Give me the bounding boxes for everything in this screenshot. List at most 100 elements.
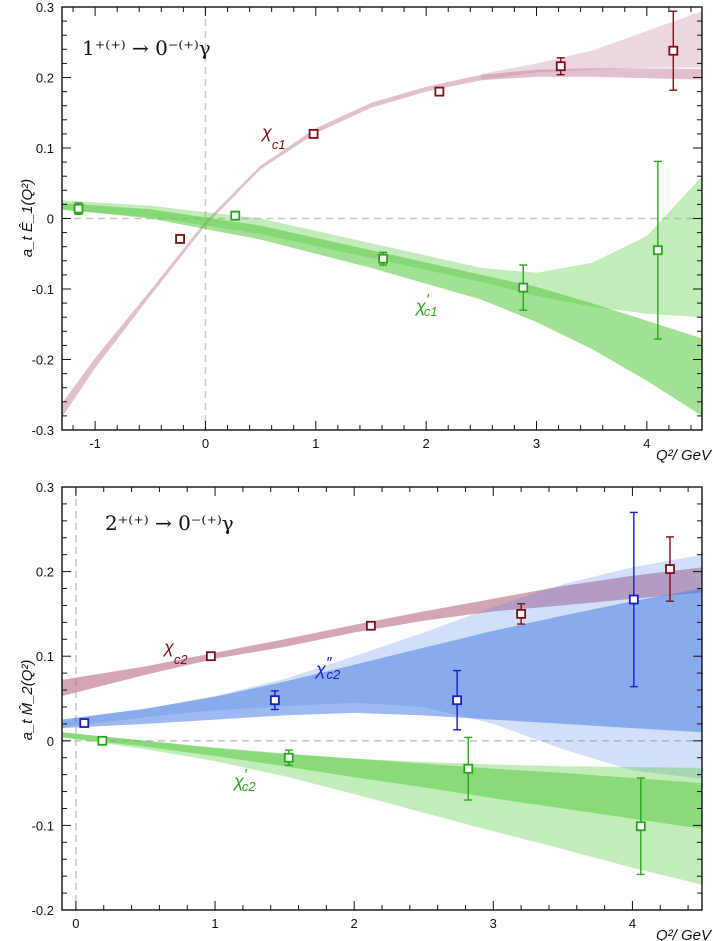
data-point <box>665 536 675 602</box>
band-2-2 <box>62 203 702 416</box>
data-point <box>463 736 474 801</box>
series-label-sub: c1 <box>272 137 286 152</box>
data-point <box>205 651 216 662</box>
data-point <box>283 749 294 767</box>
point-marker <box>452 695 463 706</box>
band-1-1 <box>62 567 702 696</box>
y-tick-label: -0.2 <box>32 903 54 918</box>
point-marker <box>668 45 679 56</box>
point-marker <box>308 128 319 139</box>
point-marker <box>652 245 663 256</box>
series-label: χ′ c2 <box>232 767 256 794</box>
band-3-2 <box>62 732 702 829</box>
y-tick-label: -0.3 <box>32 423 54 438</box>
y-tick-label: 0.3 <box>36 0 54 15</box>
data-point <box>378 251 389 266</box>
x-tick-label: 2 <box>423 436 430 451</box>
y-tick-label: 0.3 <box>36 480 54 495</box>
point-marker <box>73 203 84 214</box>
series-1-points <box>205 536 675 662</box>
series-label-sub: c2 <box>327 667 342 682</box>
point-marker <box>555 61 566 72</box>
x-tick-label: 1 <box>312 436 319 451</box>
y-axis-title: a_t M̂_2(Q²) <box>19 660 36 741</box>
y-tick-label: 0.2 <box>36 71 54 86</box>
y-axis-title: a_t Ê_1(Q²) <box>19 179 36 257</box>
panel-1: -1 0 1 2 3 4 -0.3 -0.2 -0.1 0 0.1 0.2 0.3 Q²/ GeV a_t … <box>19 0 713 464</box>
series-label-sub: c2 <box>242 779 257 794</box>
bands <box>62 554 702 885</box>
x-tick-label: 3 <box>533 436 540 451</box>
bands <box>62 11 702 418</box>
y-tick-label: -0.1 <box>32 282 54 297</box>
band-1-2 <box>481 11 702 80</box>
data-point <box>668 10 679 91</box>
data-point <box>434 86 445 97</box>
data-point <box>230 210 241 221</box>
series-3-points <box>97 735 646 876</box>
series-1-points <box>175 10 679 244</box>
series-label-prime: ″ <box>326 655 333 672</box>
x-tick-label: 3 <box>490 916 497 931</box>
x-tick-label: 2 <box>351 916 358 931</box>
ticks <box>62 6 702 431</box>
band-3-1 <box>62 732 702 885</box>
data-point <box>79 718 90 728</box>
band-2-2 <box>62 588 702 733</box>
series-label: χc1 <box>260 122 286 152</box>
y-tick-label: -0.1 <box>32 818 54 833</box>
point-marker <box>665 564 675 574</box>
series-label: χ″ c2 <box>314 655 341 682</box>
band-2-1 <box>62 176 702 318</box>
data-point <box>175 234 185 244</box>
point-marker <box>518 282 529 293</box>
x-tick-label: 1 <box>211 916 218 931</box>
x-tick-label: 0 <box>72 916 79 931</box>
point-marker <box>434 86 445 97</box>
point-marker <box>79 718 90 728</box>
x-axis-title: Q²/ GeV <box>656 927 713 941</box>
data-point <box>555 57 566 76</box>
point-marker <box>628 594 639 605</box>
x-tick-label: 0 <box>202 436 209 451</box>
y-tick-label: 0.2 <box>36 565 54 580</box>
y-tick-label: 0.1 <box>36 649 54 664</box>
y-tick-label: 0 <box>47 212 54 227</box>
x-axis-title: Q²/ GeV <box>656 447 713 464</box>
data-point <box>452 669 463 731</box>
y-tick-label: -0.2 <box>32 353 54 368</box>
x-tick-label: 4 <box>629 916 636 931</box>
data-point <box>97 735 108 746</box>
band-1-1 <box>62 68 702 418</box>
panel-2: 0 1 2 3 4 -0.2 -0.1 0 0.1 0.2 0.3 Q²/ GeV a_t M̂_2(Q… <box>19 480 713 941</box>
series-2-points <box>79 511 639 731</box>
point-marker <box>283 752 294 763</box>
series-label-sub: c1 <box>424 304 438 319</box>
data-point <box>308 128 319 139</box>
series-label-main: χ <box>260 122 273 142</box>
series-label-sub: c2 <box>174 652 189 667</box>
series-label-prime: ′ <box>426 292 430 309</box>
point-marker <box>378 253 389 264</box>
data-point <box>628 511 639 688</box>
point-marker <box>205 651 216 662</box>
point-marker <box>516 609 527 619</box>
point-marker <box>269 695 280 706</box>
data-point <box>516 603 527 625</box>
ticks <box>62 486 702 911</box>
series-label-main: χ <box>414 296 427 316</box>
y-tick-label: 0.1 <box>36 141 54 156</box>
series-label-main: χ <box>232 771 245 791</box>
series-label: χc2 <box>162 637 188 667</box>
x-tick-label: 4 <box>643 436 650 451</box>
y-tick-label: 0 <box>47 734 54 749</box>
process-label: 2⁺⁽⁺⁾ → 0⁻⁽⁺⁾γ <box>105 511 234 535</box>
point-marker <box>635 821 646 832</box>
series-label-main: χ <box>314 659 327 679</box>
point-marker <box>97 735 108 746</box>
data-point <box>269 690 280 711</box>
data-point <box>635 777 646 876</box>
process-label: 1⁺⁽⁺⁾ → 0⁻⁽⁺⁾γ <box>82 36 211 60</box>
series-label-prime: ′ <box>244 767 248 784</box>
series-2-points <box>73 160 663 340</box>
